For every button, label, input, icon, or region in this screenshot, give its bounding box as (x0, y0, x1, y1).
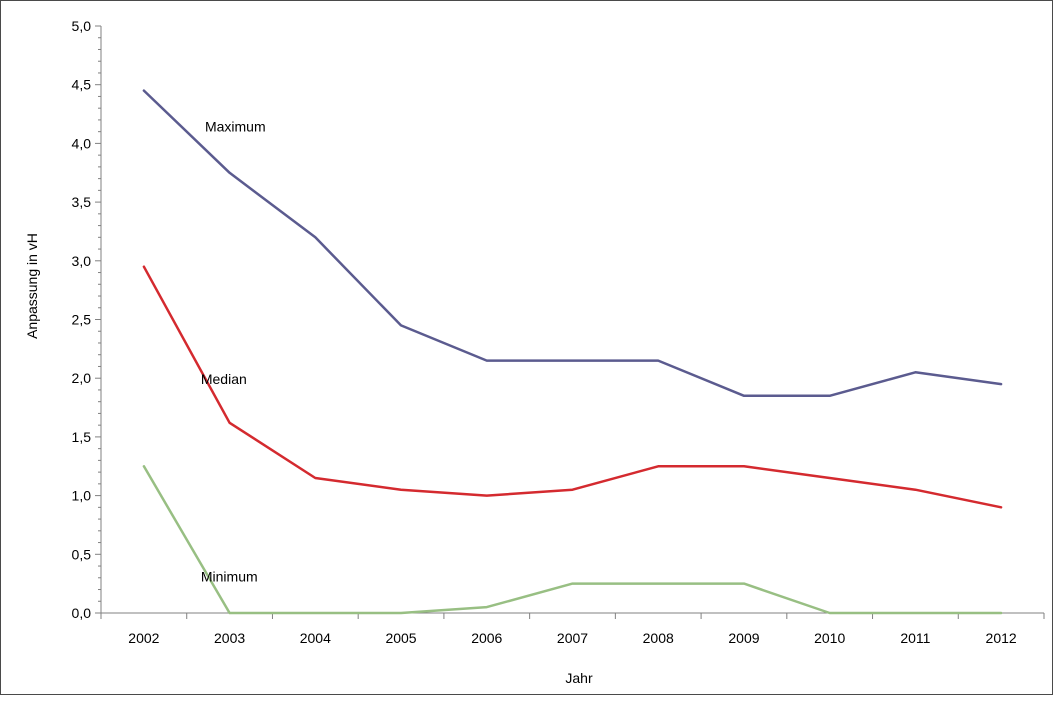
x-tick-label: 2008 (643, 630, 674, 646)
series-label-minimum: Minimum (201, 568, 258, 584)
series-lines (142, 89, 1003, 615)
y-tick-label: 2,0 (72, 370, 92, 386)
x-tick-label: 2011 (900, 630, 930, 646)
series-label-maximum: Maximum (205, 119, 266, 135)
series-line-maximum (142, 89, 1003, 398)
x-tick-label: 2009 (728, 630, 759, 646)
x-tick-label: 2005 (385, 630, 416, 646)
y-ticks: 0,0 0,5 1,0 1,5 2,0 2,5 3,0 3,5 4,0 4,5 5,0 (72, 18, 101, 621)
y-tick-label: 1,5 (72, 429, 92, 445)
series-label-median: Median (201, 371, 247, 387)
y-tick-label: 0,0 (72, 605, 92, 621)
x-axis-label: Jahr (565, 670, 593, 686)
y-tick-label: 2,5 (72, 312, 92, 328)
y-tick-label: 4,5 (72, 77, 92, 93)
x-ticks: 2002 2003 2004 2005 2006 2007 2008 2009 2010 2011… (100, 613, 1045, 646)
x-tick-label: 2012 (986, 630, 1017, 646)
axes (100, 26, 1044, 614)
series-line-minimum (142, 465, 1003, 615)
y-tick-label: 4,0 (72, 135, 92, 151)
x-tick-label: 2002 (128, 630, 159, 646)
x-tick-label: 2007 (557, 630, 588, 646)
x-tick-label: 2006 (471, 630, 502, 646)
x-tick-label: 2004 (300, 630, 331, 646)
y-tick-label: 5,0 (72, 18, 92, 34)
y-tick-label: 1,0 (72, 488, 92, 504)
y-axis-label: Anpassung in vH (24, 233, 40, 339)
x-tick-label: 2003 (214, 630, 245, 646)
y-tick-label: 3,5 (72, 194, 92, 210)
series-line-median (142, 265, 1003, 509)
x-tick-label: 2010 (814, 630, 845, 646)
series-labels: Maximum Median Minimum (201, 119, 266, 585)
y-tick-label: 0,5 (72, 546, 92, 562)
y-tick-label: 3,0 (72, 253, 92, 269)
